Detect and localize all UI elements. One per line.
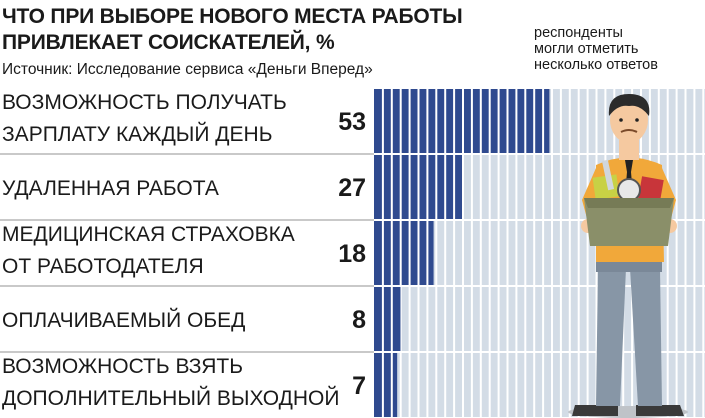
box-item-clock <box>617 178 641 202</box>
category-label: УДАЛЕННАЯ РАБОТА <box>2 177 219 200</box>
category-label: ОПЛАЧИВАЕМЫЙ ОБЕД <box>2 308 245 332</box>
category-label: ВОЗМОЖНОСТЬ ПОЛУЧАТЬ <box>2 91 287 114</box>
box <box>584 198 674 246</box>
category-label: ОТ РАБОТОДАТЕЛЯ <box>2 255 204 278</box>
category-label: ЗАРПЛАТУ КАЖДЫЙ ДЕНЬ <box>2 122 273 146</box>
chart-source: Источник: Исследование сервиса «Деньги В… <box>2 61 373 78</box>
respondents-note-line-1: респонденты <box>534 25 623 41</box>
chart-title-line-1: ЧТО ПРИ ВЫБОРЕ НОВОГО МЕСТА РАБОТЫ <box>2 5 463 28</box>
left-leg <box>596 268 626 406</box>
mouth <box>620 129 638 133</box>
box-rim <box>584 198 674 208</box>
chart-title: ЧТО ПРИ ВЫБОРЕ НОВОГО МЕСТА РАБОТЫ ПРИВЛ… <box>2 4 463 56</box>
respondents-note: респонденты могли отметить несколько отв… <box>534 25 658 73</box>
respondents-note-line-3: несколько ответов <box>534 57 658 73</box>
bar <box>374 221 434 285</box>
bar <box>374 89 550 153</box>
value-label: 7 <box>352 372 366 400</box>
left-eye <box>619 118 623 122</box>
hair <box>608 94 650 116</box>
box-item-book <box>592 174 620 200</box>
right-eye <box>635 118 639 122</box>
chart-title-line-2: ПРИВЛЕКАЕТ СОИСКАТЕЛЕЙ, % <box>2 31 335 54</box>
category-label: МЕДИЦИНСКАЯ СТРАХОВКА <box>2 223 295 246</box>
value-label: 18 <box>338 240 366 268</box>
category-label: ДОПОЛНИТЕЛЬНЫЙ ВЫХОДНОЙ <box>2 386 339 410</box>
right-shoe <box>636 405 684 416</box>
box-item-ruler <box>601 159 615 191</box>
category-label: ВОЗМОЖНОСТЬ ВЗЯТЬ <box>2 355 243 378</box>
box-item-folder <box>638 176 664 202</box>
right-leg <box>630 268 662 406</box>
bar-row: ВОЗМОЖНОСТЬ ПОЛУЧАТЬ ЗАРПЛАТУ КАЖДЫЙ ДЕНЬ… <box>0 89 705 155</box>
value-label: 27 <box>338 174 366 202</box>
neck <box>619 140 639 160</box>
value-label: 8 <box>352 306 366 334</box>
bar <box>374 353 398 417</box>
respondents-note-line-2: могли отметить <box>534 41 639 57</box>
office-worker-carrying-box-icon <box>568 94 688 418</box>
head <box>610 97 648 143</box>
left-shoe <box>572 405 618 416</box>
bar <box>374 287 401 351</box>
value-label: 53 <box>338 108 366 136</box>
